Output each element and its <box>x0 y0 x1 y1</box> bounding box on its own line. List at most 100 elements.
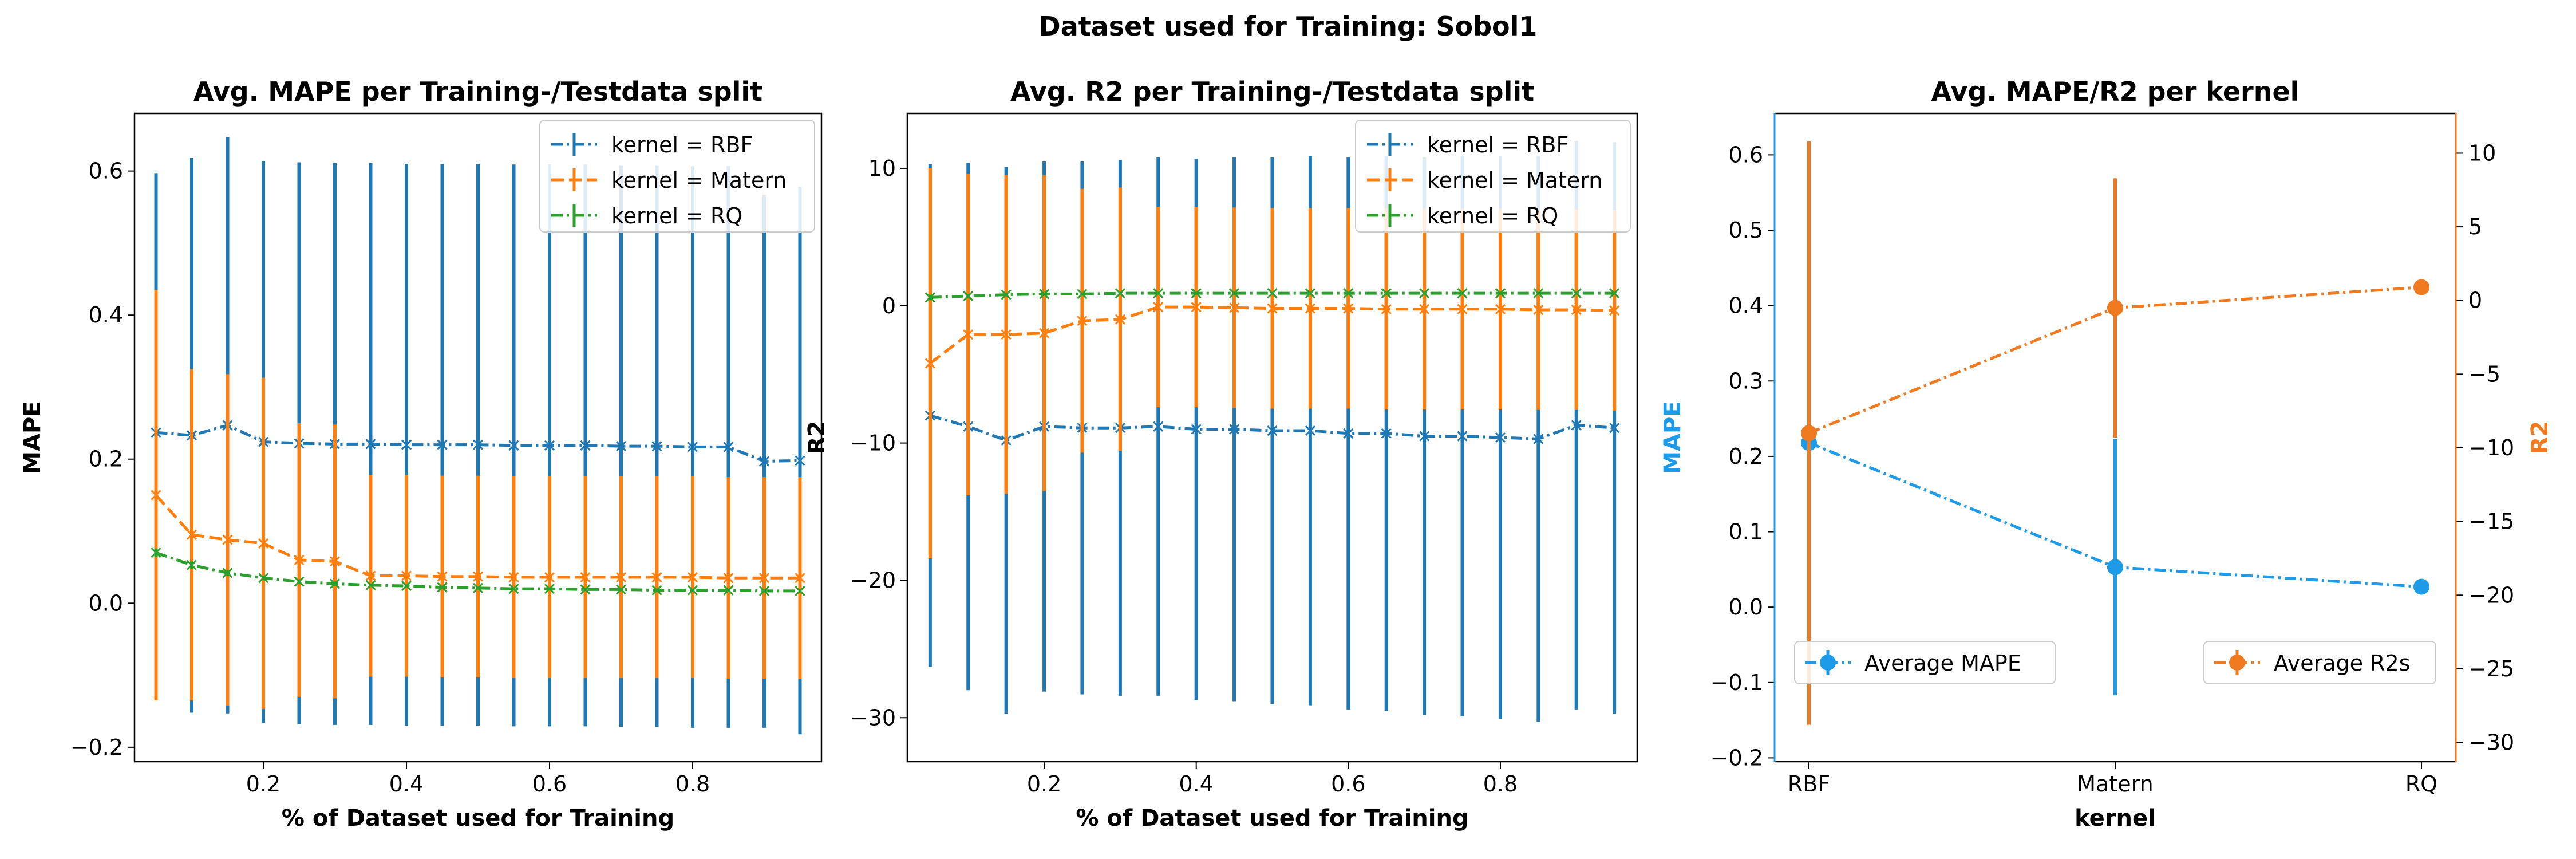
data-point <box>687 585 698 596</box>
data-point <box>687 572 698 583</box>
x-axis-label: % of Dataset used for Training <box>1076 805 1468 832</box>
legend-label: kernel = Matern <box>1427 168 1602 193</box>
y-axis-label: MAPE <box>19 401 46 474</box>
data-point <box>1153 421 1164 432</box>
y-tick-label: −10 <box>850 431 896 456</box>
data-point <box>1381 304 1392 314</box>
data-point <box>580 572 591 583</box>
legend-item: kernel = Matern <box>551 168 787 193</box>
y-tick-label: 0.6 <box>89 159 123 184</box>
data-point <box>1419 288 1430 299</box>
data-point <box>1191 424 1202 435</box>
data-point <box>795 455 805 466</box>
data-point <box>963 290 974 302</box>
y-tick-label-left: 0.3 <box>1729 368 1763 393</box>
legend-label: kernel = RBF <box>1427 132 1568 157</box>
y-tick-label-left: 0.4 <box>1729 293 1763 318</box>
data-point <box>1115 288 1125 299</box>
data-point <box>795 585 805 596</box>
data-point <box>1495 304 1506 314</box>
data-point <box>1001 289 1012 300</box>
x-tick-label: Matern <box>2077 771 2153 797</box>
y-tick-label-left: 0.6 <box>1729 142 1763 167</box>
plot-area <box>1801 141 2429 725</box>
data-point <box>1495 432 1506 443</box>
data-point <box>723 573 734 584</box>
data-point <box>615 584 627 595</box>
data-point <box>1457 304 1468 314</box>
chart-title: Avg. MAPE/R2 per kernel <box>1931 76 2300 107</box>
data-point <box>437 582 448 593</box>
data-point <box>329 578 341 589</box>
y-tick-label-left: 0.5 <box>1729 218 1763 243</box>
data-point <box>151 490 161 501</box>
y-tick-label: −30 <box>850 705 896 730</box>
y-tick-label: −20 <box>850 568 896 593</box>
legend-frame <box>539 120 815 233</box>
data-point <box>924 358 935 369</box>
data-point <box>2107 559 2123 576</box>
data-point <box>544 572 555 583</box>
series-matern <box>151 290 805 710</box>
data-point <box>1571 304 1582 316</box>
data-point <box>615 441 627 452</box>
x-tick-label: 0.6 <box>1331 771 1365 797</box>
data-point <box>1077 289 1088 300</box>
data-point <box>1609 288 1620 299</box>
legend-frame <box>2203 641 2436 684</box>
data-point <box>1419 304 1430 314</box>
data-point <box>1038 289 1050 300</box>
data-point <box>1153 288 1164 299</box>
data-point <box>1115 314 1125 325</box>
data-point <box>329 556 341 567</box>
x-tick-label: RBF <box>1788 771 1830 797</box>
legend-marker <box>2229 655 2245 671</box>
data-point <box>963 329 974 340</box>
data-point <box>2413 578 2429 595</box>
data-point <box>2413 279 2429 295</box>
legend-r2: Average R2s <box>2203 641 2436 684</box>
data-point <box>758 456 770 467</box>
legend-item: kernel = Matern <box>1367 168 1602 193</box>
y-tick-label-left: 0.0 <box>1729 594 1763 620</box>
y-tick-label-right: −25 <box>2468 656 2514 681</box>
data-point <box>1153 302 1164 313</box>
data-point <box>758 573 770 584</box>
data-point <box>723 585 734 596</box>
x-tick-label: 0.2 <box>1027 771 1061 797</box>
data-point <box>294 576 305 587</box>
data-point <box>924 292 935 303</box>
data-point <box>1419 431 1430 442</box>
x-tick-label: 0.4 <box>1179 771 1213 797</box>
data-point <box>758 585 770 596</box>
legend-label: kernel = RQ <box>1427 203 1558 228</box>
axes-frame <box>906 112 1638 763</box>
legend-label: Average MAPE <box>1864 651 2021 676</box>
data-point <box>1343 288 1354 299</box>
series-r2 <box>1801 141 2429 725</box>
data-point <box>222 568 233 578</box>
data-point <box>472 439 484 450</box>
data-point <box>258 538 269 549</box>
data-point <box>186 529 197 540</box>
y-tick-label: −0.2 <box>70 735 123 760</box>
chart-mape-r2-kernel: Avg. MAPE/R2 per kernel RBF Matern RQ −0.2 −0… <box>1660 76 2553 832</box>
legend: kernel = RBF kernel = Matern kernel = RQ <box>539 120 815 233</box>
data-point <box>1001 329 1012 340</box>
y-tick-label-right: −15 <box>2468 509 2514 534</box>
legend-item: kernel = RBF <box>1367 132 1568 157</box>
data-point <box>222 534 233 545</box>
legend-label: kernel = Matern <box>611 168 787 193</box>
data-point <box>1267 288 1278 299</box>
legend-label: kernel = RBF <box>611 132 753 157</box>
y-axis-label-left: MAPE <box>1660 401 1686 474</box>
legend-frame <box>1355 120 1631 233</box>
data-point <box>544 440 555 451</box>
y-tick-label: 0.2 <box>89 447 123 472</box>
legend: kernel = RBF kernel = Matern kernel = RQ <box>1355 120 1631 233</box>
data-point <box>544 584 555 594</box>
y-axis-label: R2 <box>804 421 830 455</box>
y-tick-label-right: −10 <box>2468 435 2514 460</box>
data-point <box>1305 425 1315 436</box>
